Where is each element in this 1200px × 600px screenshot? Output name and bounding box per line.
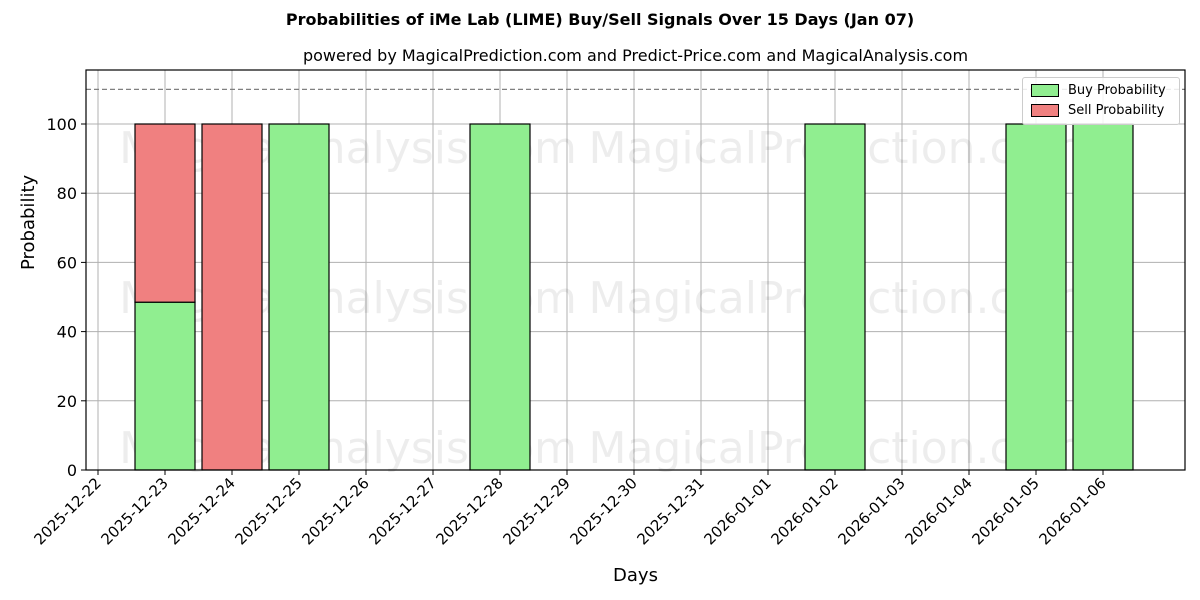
- buy-bar: [1072, 123, 1134, 471]
- buy-bar: [1005, 123, 1067, 471]
- y-tick-label: 0: [67, 461, 77, 480]
- legend-item-sell: Sell Probability: [1031, 103, 1164, 118]
- x-tick-label: 2025-12-26: [298, 474, 372, 548]
- plot-frame: [85, 69, 1186, 471]
- x-tick-label: 2025-12-29: [499, 474, 573, 548]
- sell-bar: [134, 123, 196, 303]
- y-tick-label: 60: [57, 253, 77, 272]
- y-tick-label: 40: [57, 323, 77, 342]
- legend: Buy Probability Sell Probability: [1022, 77, 1180, 125]
- x-tick-label: 2026-01-04: [901, 474, 975, 548]
- x-tick-label: 2025-12-22: [30, 474, 104, 548]
- y-tick-label: 80: [57, 184, 77, 203]
- x-axis-label: Days: [613, 565, 658, 586]
- chart-title: Probabilities of iMe Lab (LIME) Buy/Sell…: [285, 10, 915, 29]
- buy-bar: [134, 301, 196, 471]
- x-tick-label: 2025-12-31: [633, 474, 707, 548]
- x-tick-label: 2025-12-23: [97, 474, 171, 548]
- x-tick-label: 2026-01-06: [1035, 474, 1109, 548]
- x-tick-label: 2026-01-02: [767, 474, 841, 548]
- x-tick-label: 2026-01-01: [700, 474, 774, 548]
- x-tick-label: 2025-12-24: [164, 474, 238, 548]
- x-tick-label: 2025-12-30: [566, 474, 640, 548]
- sell-bar: [201, 123, 263, 471]
- buy-bar: [804, 123, 866, 471]
- legend-sell-label: Sell Probability: [1068, 103, 1165, 118]
- x-tick-label: 2026-01-03: [834, 474, 908, 548]
- x-tick-label: 2025-12-25: [231, 474, 305, 548]
- sell-swatch-icon: [1031, 104, 1059, 117]
- legend-item-buy: Buy Probability: [1031, 83, 1166, 98]
- x-tick-label: 2026-01-05: [968, 474, 1042, 548]
- y-tick-label: 100: [46, 115, 77, 134]
- x-tick-label: 2025-12-27: [365, 474, 439, 548]
- buy-swatch-icon: [1031, 84, 1059, 97]
- buy-bar: [268, 123, 330, 471]
- buy-bar: [469, 123, 531, 471]
- chart-subtitle: powered by MagicalPrediction.com and Pre…: [302, 46, 969, 65]
- legend-buy-label: Buy Probability: [1068, 83, 1166, 98]
- y-tick-label: 20: [57, 392, 77, 411]
- x-tick-label: 2025-12-28: [432, 474, 506, 548]
- y-axis-label: Probability: [18, 174, 39, 270]
